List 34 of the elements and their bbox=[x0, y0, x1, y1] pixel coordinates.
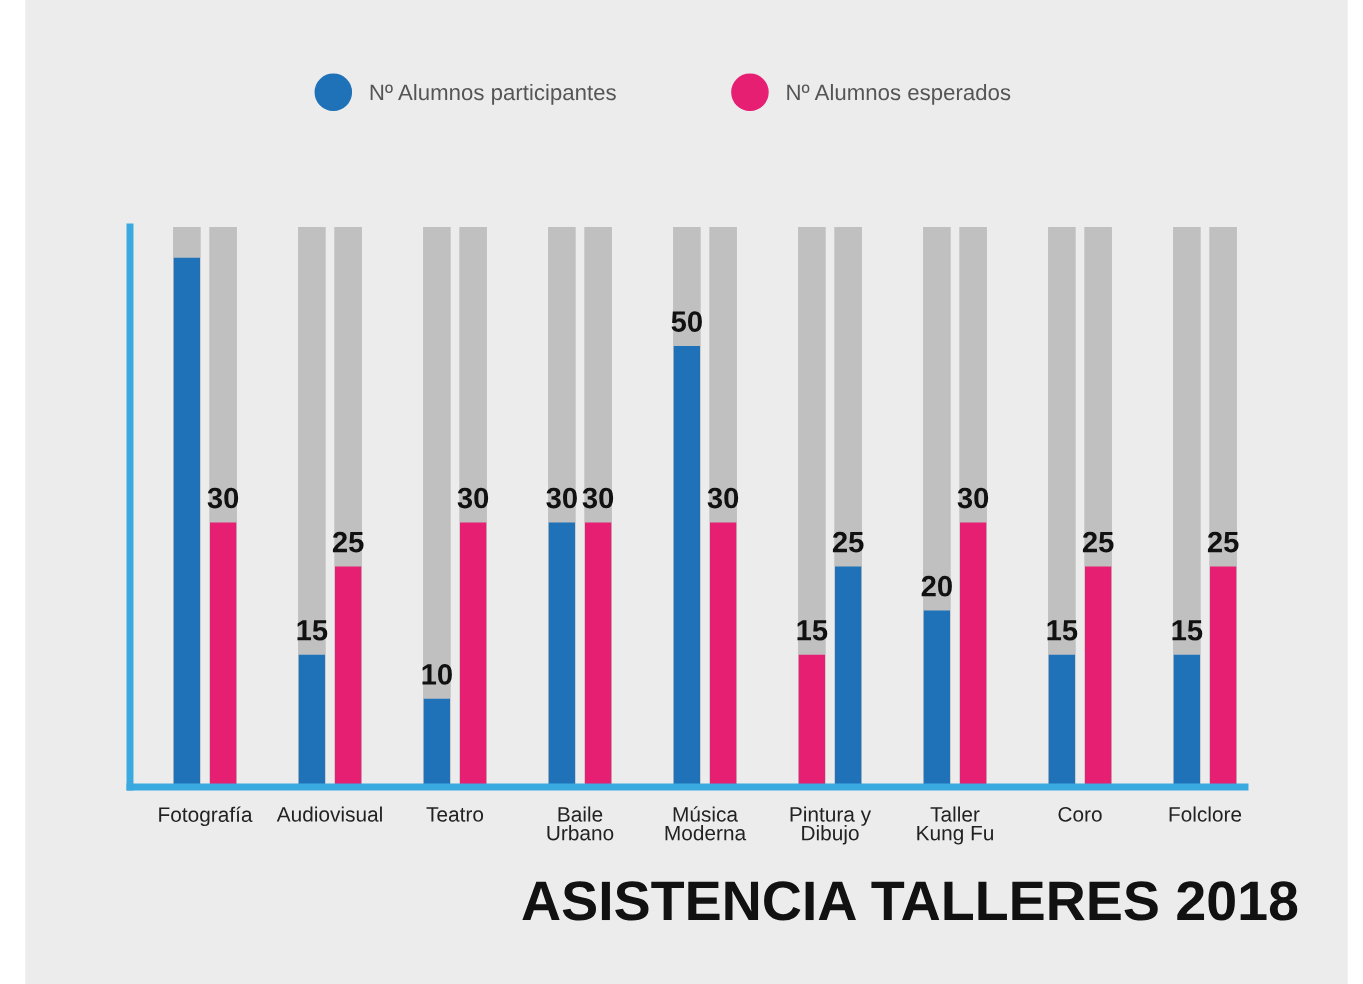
legend-label: Nº Alumnos participantes bbox=[370, 83, 616, 105]
data-label: 10 bbox=[422, 664, 452, 685]
data-label: 25 bbox=[1082, 531, 1114, 553]
text: ASISTENCIA TALLERES 2018 bbox=[522, 881, 1298, 921]
x-tick-label: Música Moderna bbox=[665, 806, 747, 841]
x-tick-label: Audiovisual bbox=[276, 806, 382, 822]
data-label: 30 bbox=[957, 487, 989, 509]
legend-label: Nº Alumnos esperados bbox=[787, 83, 1011, 105]
data-label: 30 bbox=[207, 487, 239, 509]
data-label: 30 bbox=[707, 487, 739, 509]
x-tick-label: Teatro bbox=[426, 807, 484, 822]
x-tick-label: Pintura y Dibujo bbox=[790, 806, 872, 845]
data-label: 15 bbox=[297, 620, 328, 641]
data-label: 25 bbox=[332, 531, 364, 553]
x-tick-label: Baile Urbano bbox=[547, 806, 614, 841]
data-label: 20 bbox=[921, 575, 952, 597]
data-label: 15 bbox=[797, 620, 828, 641]
bar bbox=[923, 610, 950, 787]
bar bbox=[1048, 654, 1075, 787]
data-label: 30 bbox=[582, 487, 614, 509]
bar bbox=[1173, 654, 1200, 787]
data-label: 25 bbox=[1207, 531, 1239, 553]
bar bbox=[423, 698, 450, 787]
data-label: 30 bbox=[457, 487, 489, 509]
x-tick-label: Folclore bbox=[1169, 806, 1242, 822]
data-label: 15 bbox=[1047, 620, 1078, 641]
data-label: 15 bbox=[1172, 620, 1203, 641]
data-label: 25 bbox=[832, 531, 864, 553]
x-tick-label: Fotografía bbox=[159, 806, 253, 827]
x-tick-label: Coro bbox=[1058, 806, 1102, 822]
data-label: 30 bbox=[546, 487, 577, 509]
bar bbox=[298, 654, 325, 787]
data-label: 50 bbox=[671, 311, 702, 332]
x-tick-label: Taller Kung Fu bbox=[917, 806, 993, 845]
